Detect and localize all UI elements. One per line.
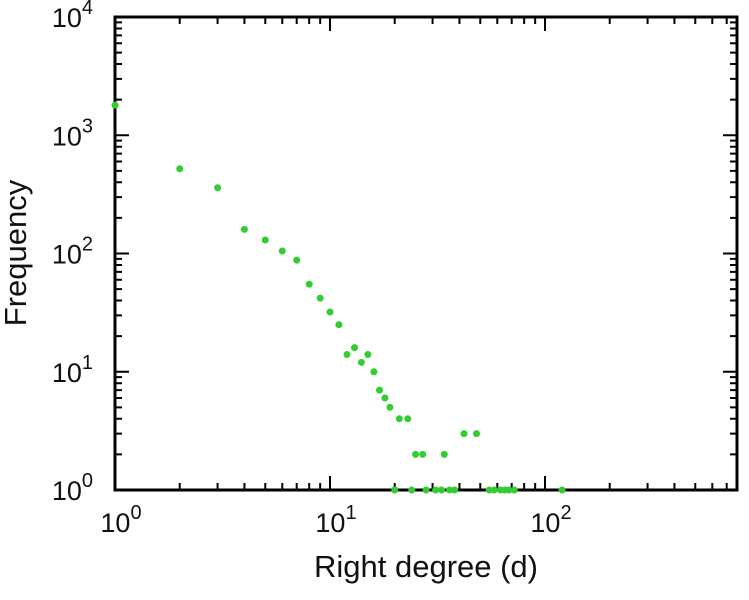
data-point (343, 351, 351, 358)
data-point (440, 450, 448, 458)
x-tick-label: 102 (530, 502, 571, 538)
x-tick-label: 100 (100, 502, 141, 538)
data-point (451, 486, 459, 494)
data-point (446, 486, 454, 494)
data-point (316, 294, 324, 302)
data-point (357, 358, 365, 366)
y-tick-label: 100 (52, 470, 93, 506)
data-point (460, 430, 468, 438)
data-point (261, 236, 269, 244)
data-point (395, 415, 403, 423)
y-tick-label: 104 (52, 0, 93, 33)
y-tick-label: 102 (52, 234, 93, 270)
data-point (370, 368, 378, 376)
data-point (335, 321, 343, 329)
data-point (386, 403, 394, 411)
plot-frame (113, 15, 739, 492)
data-point (391, 486, 399, 494)
axis-ticks (114, 16, 737, 491)
data-point (381, 394, 389, 402)
y-tick-label: 103 (52, 115, 93, 151)
y-tick-label: 101 (52, 352, 93, 388)
data-point (419, 450, 427, 458)
data-point (176, 165, 184, 173)
data-point (214, 184, 222, 192)
x-tick-label: 101 (315, 502, 356, 538)
data-point (364, 351, 372, 358)
data-point (376, 386, 383, 394)
data-point (505, 486, 513, 494)
data-point (558, 486, 566, 494)
x-axis-title: Right degree (d) (313, 549, 538, 584)
data-point (422, 486, 430, 494)
data-point (510, 486, 518, 494)
data-point (404, 415, 412, 423)
data-point (412, 450, 420, 458)
data-point (408, 486, 416, 494)
data-point (326, 308, 334, 316)
data-point (240, 225, 248, 233)
data-point (432, 486, 440, 494)
data-point (473, 430, 480, 438)
data-point (485, 486, 493, 494)
data-point (293, 256, 301, 264)
data-point (111, 101, 119, 109)
data-point (438, 486, 445, 494)
data-point (490, 486, 498, 494)
data-point (305, 280, 313, 288)
data-point (351, 344, 358, 352)
y-axis-title: Frequency (0, 179, 33, 327)
data-point (278, 247, 286, 255)
